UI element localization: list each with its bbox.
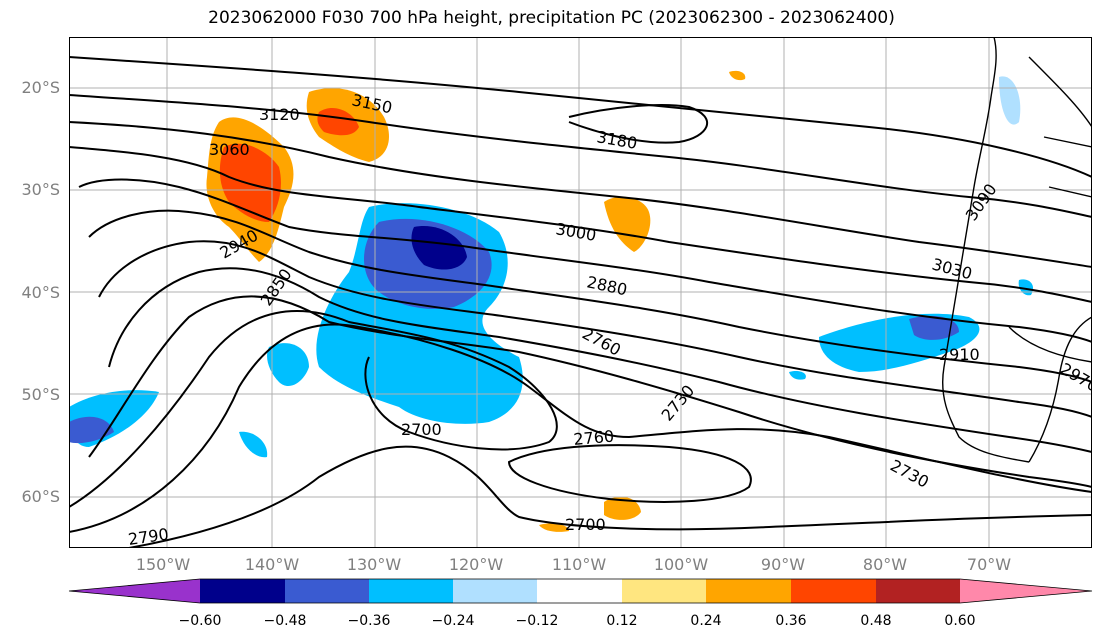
coastline: [942, 37, 1092, 463]
contour-label: 2730: [887, 456, 932, 492]
lon-label: 90°W: [760, 555, 806, 574]
contour-label: 3060: [209, 140, 250, 159]
colorbar-tick-label: −0.48: [264, 613, 307, 629]
lat-label: 40°S: [21, 283, 60, 302]
precip-positive-area: [317, 107, 359, 136]
colorbar-bin: [791, 579, 876, 603]
precip-shading: [69, 70, 1034, 532]
precip-positive-area: [604, 496, 641, 520]
colorbar-bin: [200, 579, 285, 603]
contour-label: 2790: [127, 524, 170, 548]
colorbar-bin: [876, 579, 960, 603]
contour-label: 2700: [565, 515, 606, 534]
map-panel: 3150 3120 3060 3180 3000 2940 2850 2880 …: [69, 37, 1092, 548]
map-title: 2023062000 F030 700 hPa height, precipit…: [208, 8, 895, 28]
contour-label: 2910: [939, 345, 980, 364]
lon-label: 100°W: [653, 555, 709, 574]
contour-label: 3000: [554, 219, 597, 245]
precip-negative-area: [239, 431, 268, 458]
precip-positive-area: [604, 196, 651, 252]
contour-label: 3120: [259, 105, 300, 124]
lon-label: 80°W: [862, 555, 908, 574]
graticule: [69, 37, 1092, 548]
precip-positive-area: [729, 70, 746, 81]
precip-negative-area: [1018, 279, 1034, 296]
contour-label: 2730: [658, 381, 699, 424]
colorbar-tick-label: 0.60: [944, 613, 975, 629]
lat-label: 50°S: [21, 385, 60, 404]
lon-label: 150°W: [135, 555, 191, 574]
colorbar-extend-low: [69, 579, 200, 603]
colorbar-bin: [537, 579, 622, 603]
contour-label: 2760: [579, 324, 624, 360]
contour-label: 2970: [1057, 359, 1092, 396]
lat-label: 20°S: [21, 78, 60, 97]
colorbar-tick-label: 0.12: [606, 613, 637, 629]
contour-label: 2760: [573, 427, 615, 449]
colorbar-bin: [453, 579, 537, 603]
lon-label: 110°W: [551, 555, 607, 574]
colorbar-tick-label: −0.36: [348, 613, 391, 629]
map-border: [69, 37, 1092, 548]
contour-label: 3180: [595, 127, 638, 153]
precip-negative-area: [909, 315, 959, 340]
colorbar-tick-label: −0.60: [179, 613, 222, 629]
colorbar-bin: [706, 579, 791, 603]
contour-label: 2700: [401, 420, 442, 439]
colorbar-bin: [369, 579, 453, 603]
lon-label: 130°W: [346, 555, 402, 574]
lon-label: 120°W: [448, 555, 504, 574]
precip-negative-area: [789, 370, 806, 380]
colorbar-bin: [622, 579, 706, 603]
colorbar-tick-label: 0.48: [860, 613, 891, 629]
precip-positive-area: [539, 523, 569, 532]
colorbar-extend-high: [960, 579, 1092, 603]
contour-label: 3090: [962, 180, 1001, 224]
contour-label: 2880: [585, 272, 629, 299]
colorbar-tick-label: −0.24: [432, 613, 475, 629]
colorbar-tick-label: 0.24: [690, 613, 721, 629]
lat-label: 30°S: [21, 180, 60, 199]
height-contours: [69, 56, 1092, 548]
lat-label: 60°S: [21, 487, 60, 506]
precip-positive-area: [219, 143, 281, 222]
colorbar-tick-label: −0.12: [516, 613, 559, 629]
colorbar: −0.60 −0.48 −0.36 −0.24 −0.12 0.12 0.24 …: [68, 578, 1093, 629]
precip-negative-area: [267, 343, 309, 387]
precip-negative-area: [999, 76, 1021, 125]
colorbar-tick-label: 0.36: [775, 613, 806, 629]
lon-label: 70°W: [966, 555, 1012, 574]
colorbar-bin: [285, 579, 369, 603]
precip-negative-area: [411, 226, 467, 270]
lon-label: 140°W: [244, 555, 300, 574]
